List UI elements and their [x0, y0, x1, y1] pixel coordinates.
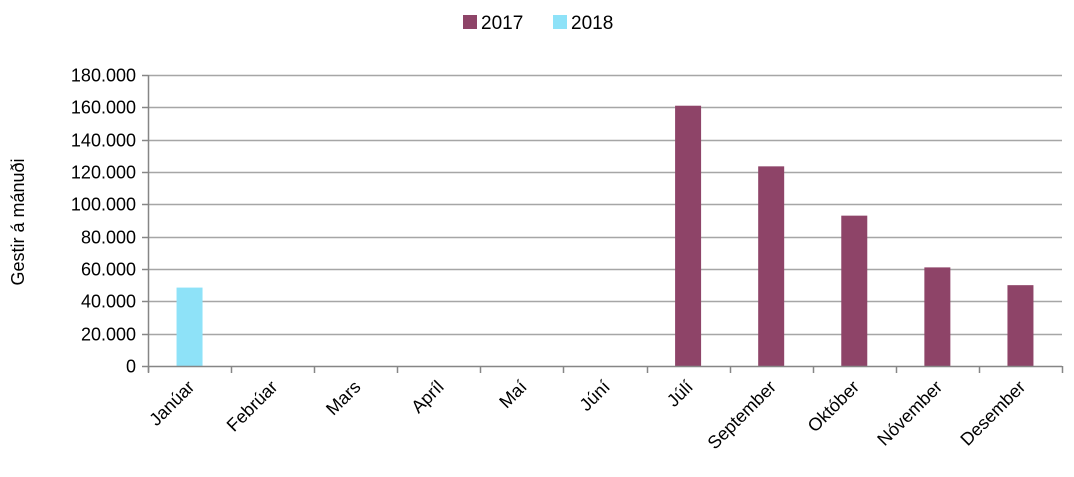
bar-2017-Desember — [1007, 285, 1034, 366]
x-tick-label: Maí — [495, 377, 530, 412]
bar-2017-Júlí — [675, 105, 702, 366]
y-tick-labels: 0 20.000 40.000 60.000 80.000 100.000 120.000 1… — [71, 66, 136, 377]
legend-label: 2017 — [481, 13, 523, 34]
y-axis-title: Gestir á mánuði — [8, 158, 28, 285]
y-tick-label: 20.000 — [81, 325, 136, 345]
legend-swatch — [463, 15, 477, 29]
x-tick-label: Júní — [576, 377, 614, 415]
y-tick-label: 160.000 — [71, 98, 136, 118]
x-tick-label: Nóvember — [873, 377, 946, 450]
legend-label: 2018 — [571, 13, 613, 34]
y-tick-label: 140.000 — [71, 131, 136, 151]
x-tick-label: September — [704, 377, 780, 453]
x-tick-label: Desember — [956, 377, 1029, 450]
y-tick-label: 80.000 — [81, 228, 136, 248]
y-tick-label: 60.000 — [81, 260, 136, 280]
y-tick-label: 120.000 — [71, 163, 136, 183]
legend-item-2017: 2017 — [463, 13, 523, 34]
bar-2017-September — [758, 166, 785, 366]
bar-2017-Nóvember — [924, 267, 951, 366]
x-tick-label: Júlí — [663, 377, 697, 411]
x-tick-labels: Janúar Febrúar Mars Apríl Maí Júní Júlí Septemb… — [145, 377, 1029, 453]
bar-2017-Október — [841, 215, 868, 366]
y-tick-label: 0 — [126, 357, 136, 377]
y-tick-label: 180.000 — [71, 66, 136, 86]
x-tick-label: Janúar — [145, 377, 198, 430]
axes — [142, 74, 1064, 373]
x-tick-label: Febrúar — [223, 377, 282, 436]
gridlines — [148, 74, 1062, 336]
x-tick-label: Október — [804, 377, 863, 436]
bars — [176, 105, 1034, 366]
y-tick-label: 40.000 — [81, 292, 136, 312]
x-tick-label: Apríl — [407, 377, 447, 417]
y-tick-label: 100.000 — [71, 195, 136, 215]
legend-item-2018: 2018 — [553, 13, 613, 34]
x-tick-label: Mars — [322, 377, 364, 419]
bar-2018-Janúar — [176, 287, 203, 366]
legend: 2017 2018 — [463, 13, 613, 34]
legend-swatch — [553, 15, 567, 29]
